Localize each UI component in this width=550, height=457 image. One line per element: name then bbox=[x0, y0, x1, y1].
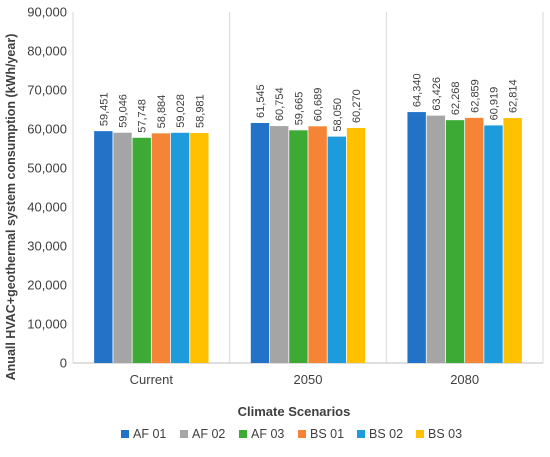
bar bbox=[132, 137, 151, 363]
bar bbox=[346, 127, 366, 364]
bar bbox=[270, 126, 289, 363]
bar bbox=[484, 125, 503, 364]
data-label: 63,426 bbox=[431, 77, 443, 111]
bar bbox=[151, 133, 171, 363]
x-tick-label: 2080 bbox=[450, 372, 479, 387]
data-labels-layer: 59,451 59,046 57,748 58,884 59,028 58,981 61,5… bbox=[98, 73, 519, 132]
bar bbox=[445, 120, 465, 363]
y-axis-label: Anuall HVAC+geothermal system consumptio… bbox=[4, 34, 18, 381]
bar bbox=[250, 122, 270, 363]
data-label: 59,665 bbox=[293, 92, 305, 126]
bar bbox=[327, 136, 346, 363]
x-tick-label: 2050 bbox=[294, 372, 323, 387]
y-tick-label: 20,000 bbox=[27, 278, 67, 293]
bar bbox=[407, 112, 426, 363]
legend-label: BS 03 bbox=[428, 427, 462, 441]
y-tick-label: 30,000 bbox=[27, 239, 67, 254]
y-tick-label: 10,000 bbox=[27, 317, 67, 332]
data-label: 60,919 bbox=[488, 87, 500, 121]
y-tick-label: 0 bbox=[60, 356, 67, 371]
legend-label: AF 02 bbox=[192, 427, 225, 441]
data-label: 61,545 bbox=[255, 84, 267, 118]
legend-label: BS 01 bbox=[310, 427, 344, 441]
data-label: 58,050 bbox=[332, 98, 344, 132]
bar bbox=[503, 118, 522, 364]
legend-swatch bbox=[239, 430, 247, 438]
bar bbox=[289, 130, 308, 363]
legend-swatch bbox=[357, 430, 365, 438]
bars-layer bbox=[94, 112, 522, 364]
legend-swatch bbox=[298, 430, 306, 438]
data-label: 60,270 bbox=[351, 89, 363, 123]
y-tick-label: 80,000 bbox=[27, 44, 67, 59]
data-label: 60,754 bbox=[274, 87, 286, 121]
y-tick-label: 60,000 bbox=[27, 122, 67, 137]
y-tick-label: 40,000 bbox=[27, 200, 67, 215]
bar bbox=[426, 115, 446, 363]
bar bbox=[94, 131, 113, 363]
data-label: 59,046 bbox=[118, 94, 130, 128]
legend-swatch bbox=[416, 430, 424, 438]
y-tick-label: 70,000 bbox=[27, 83, 67, 98]
y-tick-label: 50,000 bbox=[27, 161, 67, 176]
legend-label: AF 01 bbox=[133, 427, 166, 441]
grid-layer bbox=[72, 12, 544, 364]
legend-swatch bbox=[121, 430, 129, 438]
bar bbox=[465, 117, 484, 363]
x-tick-label: Current bbox=[130, 372, 174, 387]
legend-label: AF 03 bbox=[251, 427, 284, 441]
data-label: 62,814 bbox=[508, 79, 520, 113]
bar bbox=[113, 132, 132, 363]
data-label: 60,689 bbox=[313, 88, 325, 122]
x-axis-label: Climate Scenarios bbox=[238, 404, 351, 419]
data-label: 62,268 bbox=[450, 81, 462, 115]
legend: AF 01 AF 02 AF 03 BS 01 BS 02 BS 03 bbox=[121, 427, 462, 441]
x-axis-ticks: Current 2050 2080 bbox=[130, 372, 479, 387]
data-label: 58,884 bbox=[156, 95, 168, 129]
data-label: 59,028 bbox=[175, 94, 187, 128]
data-label: 58,981 bbox=[194, 94, 206, 128]
bar bbox=[308, 126, 327, 363]
bar bbox=[190, 132, 209, 363]
y-axis-ticks: 0 10,000 20,000 30,000 40,000 50,000 60,000 70,… bbox=[27, 5, 67, 371]
data-label: 62,859 bbox=[469, 79, 481, 113]
legend-label: BS 02 bbox=[369, 427, 403, 441]
data-label: 64,340 bbox=[412, 73, 424, 107]
y-tick-label: 90,000 bbox=[27, 5, 67, 20]
bar bbox=[170, 132, 190, 363]
legend-swatch bbox=[180, 430, 188, 438]
data-label: 57,748 bbox=[137, 99, 149, 133]
data-label: 59,451 bbox=[98, 92, 110, 126]
